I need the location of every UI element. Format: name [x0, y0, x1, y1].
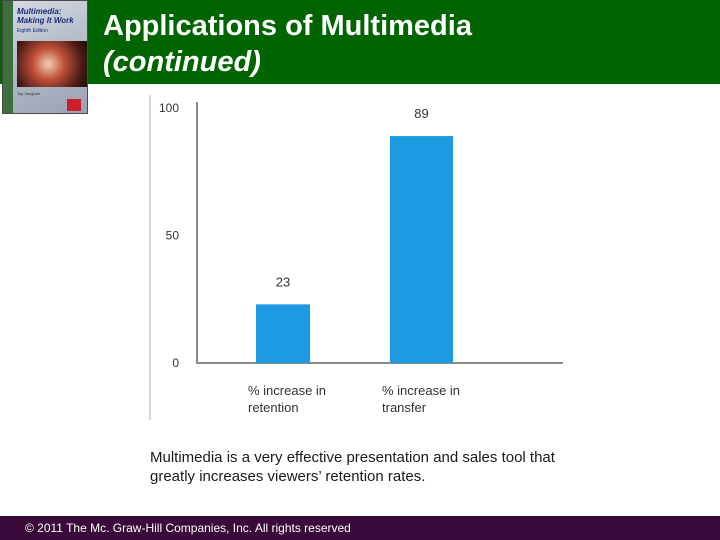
book-author: Tay Vaughan	[17, 91, 41, 96]
book-cover-image: Multimedia: Making It Work Eighth Editio…	[2, 0, 88, 114]
y-tick-label-1: 50	[166, 229, 180, 243]
publisher-logo	[67, 99, 81, 111]
book-edition: Eighth Edition	[17, 28, 48, 34]
data-label-1: 89	[414, 106, 428, 121]
book-cover-art	[17, 41, 87, 87]
category-label-1-line-1: transfer	[382, 400, 427, 415]
bar-chart: 0 50 100 23 % increase in retention 89 % increa…	[145, 90, 585, 425]
bar-1	[390, 136, 453, 363]
slide-caption: Multimedia is a very effective presentat…	[150, 449, 555, 485]
slide-title: Applications of Multimedia	[103, 10, 472, 42]
bar-chart-svg: 0 50 100 23 % increase in retention 89 % increa…	[149, 95, 563, 420]
category-label-0-line-1: retention	[248, 400, 299, 415]
y-tick-label-0: 0	[172, 356, 179, 370]
category-label-1-line-0: % increase in	[382, 383, 460, 398]
category-label-0-line-0: % increase in	[248, 383, 326, 398]
slide-title-continued: (continued)	[103, 46, 261, 78]
book-spine	[3, 1, 13, 113]
data-label-0: 23	[276, 274, 290, 289]
copyright-text: © 2011 The Mc. Graw-Hill Companies, Inc.…	[25, 521, 351, 535]
footer-bar: © 2011 The Mc. Graw-Hill Companies, Inc.…	[0, 516, 720, 540]
y-tick-label-2: 100	[159, 101, 179, 115]
bar-0	[256, 304, 310, 363]
title-bar	[0, 0, 720, 84]
book-title: Multimedia: Making It Work	[17, 7, 74, 25]
